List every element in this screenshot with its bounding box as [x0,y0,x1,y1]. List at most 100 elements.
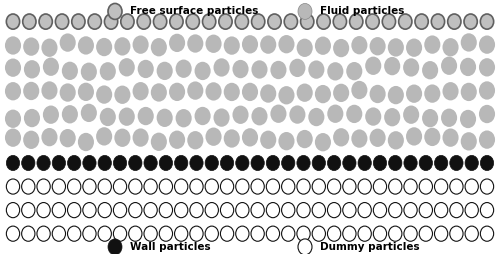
Ellipse shape [43,105,59,124]
Ellipse shape [424,128,440,146]
Ellipse shape [83,226,96,241]
Ellipse shape [406,85,422,103]
Ellipse shape [296,130,312,148]
Ellipse shape [333,128,349,147]
Ellipse shape [352,129,368,148]
Ellipse shape [6,14,20,29]
Ellipse shape [6,202,20,218]
Ellipse shape [403,58,419,77]
Ellipse shape [298,4,312,19]
Ellipse shape [78,133,94,151]
Ellipse shape [270,61,286,79]
Ellipse shape [22,179,35,194]
Ellipse shape [404,179,417,194]
Ellipse shape [83,179,96,194]
Ellipse shape [114,37,130,56]
Ellipse shape [151,133,167,151]
Ellipse shape [214,108,230,127]
Ellipse shape [434,179,448,194]
Ellipse shape [374,155,386,171]
Ellipse shape [68,202,81,218]
Ellipse shape [465,155,478,171]
Ellipse shape [190,226,203,241]
Ellipse shape [42,81,58,100]
Ellipse shape [342,226,356,241]
Ellipse shape [358,202,372,218]
Ellipse shape [297,155,310,171]
Ellipse shape [434,155,448,171]
Ellipse shape [22,202,35,218]
Ellipse shape [224,36,240,55]
Ellipse shape [464,14,477,29]
Ellipse shape [5,109,21,128]
Ellipse shape [460,110,476,128]
Ellipse shape [176,59,192,78]
Ellipse shape [450,179,463,194]
Ellipse shape [156,109,172,127]
Ellipse shape [358,179,372,194]
Ellipse shape [128,155,142,171]
Ellipse shape [384,57,400,75]
Ellipse shape [174,226,188,241]
Ellipse shape [132,82,148,100]
Ellipse shape [404,155,417,171]
Ellipse shape [144,226,158,241]
Ellipse shape [424,84,440,103]
Ellipse shape [297,202,310,218]
Ellipse shape [312,179,326,194]
Ellipse shape [251,202,264,218]
Ellipse shape [297,179,310,194]
Ellipse shape [290,105,306,124]
Ellipse shape [22,155,35,171]
Ellipse shape [300,14,314,29]
Ellipse shape [442,129,458,147]
Text: Free surface particles: Free surface particles [130,6,258,17]
Ellipse shape [236,155,249,171]
Ellipse shape [434,226,448,241]
Ellipse shape [406,39,422,57]
Ellipse shape [342,202,356,218]
Ellipse shape [460,58,476,76]
Ellipse shape [104,14,118,29]
Ellipse shape [52,226,66,241]
Ellipse shape [114,86,130,104]
Ellipse shape [60,83,76,102]
Ellipse shape [328,226,340,241]
Ellipse shape [424,35,440,54]
Ellipse shape [138,107,154,125]
Ellipse shape [96,127,112,146]
Ellipse shape [352,81,368,99]
Ellipse shape [24,109,40,127]
Ellipse shape [176,109,192,128]
Ellipse shape [388,179,402,194]
Ellipse shape [202,14,216,29]
Ellipse shape [422,109,438,127]
Ellipse shape [442,38,458,56]
Ellipse shape [52,179,66,194]
Ellipse shape [242,128,258,147]
Ellipse shape [108,239,122,254]
Ellipse shape [52,155,66,171]
Ellipse shape [98,179,112,194]
Ellipse shape [398,14,412,29]
Ellipse shape [137,14,150,29]
Ellipse shape [388,202,402,218]
Ellipse shape [236,179,249,194]
Ellipse shape [242,35,258,54]
Ellipse shape [62,105,78,123]
Ellipse shape [374,179,386,194]
Ellipse shape [194,107,210,125]
Ellipse shape [60,34,76,52]
Ellipse shape [282,202,295,218]
Ellipse shape [98,226,112,241]
Ellipse shape [206,35,222,53]
Ellipse shape [190,179,203,194]
Ellipse shape [266,202,280,218]
Ellipse shape [144,202,158,218]
Ellipse shape [278,132,294,150]
Ellipse shape [6,155,20,171]
Ellipse shape [114,179,126,194]
Ellipse shape [52,202,66,218]
Ellipse shape [298,239,312,254]
Ellipse shape [328,202,340,218]
